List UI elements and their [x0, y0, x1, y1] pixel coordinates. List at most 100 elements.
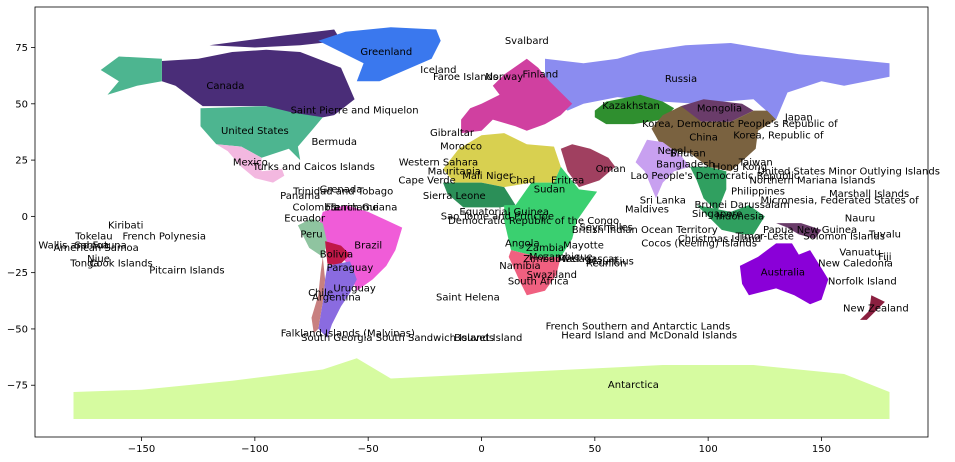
- country-label: Svalbard: [505, 36, 549, 47]
- country-label: Korea, Republic of: [733, 130, 824, 141]
- country-label: Kazakhstan: [602, 101, 660, 112]
- region-bolivia: [325, 241, 350, 266]
- country-label: China: [689, 133, 718, 144]
- country-label: Turks and Caicos Islands: [252, 162, 375, 173]
- region-russia: [545, 43, 890, 120]
- country-labels: Svalbard Greenland Russia Canada IcelandFaro…: [38, 36, 940, 391]
- country-label: Mongolia: [697, 103, 742, 114]
- region-se-asia: [690, 166, 727, 212]
- x-tick-label: 150: [812, 444, 831, 455]
- country-label: Bermuda: [311, 137, 357, 148]
- country-label: Kiribati: [108, 220, 143, 231]
- country-label: Norway: [485, 72, 523, 83]
- region-mexico: [216, 144, 285, 183]
- country-label: Tonga: [69, 259, 99, 270]
- country-label: British Indian Ocean Territory: [572, 225, 718, 236]
- country-label: Tokelau: [74, 232, 112, 243]
- country-label: Sao Tome and Principe: [441, 211, 554, 222]
- country-label: Cocos (Keeling) Islands: [641, 238, 757, 249]
- country-label: Bhutan: [670, 148, 706, 159]
- y-tick-label: −25: [7, 268, 28, 279]
- region-africa-north: [443, 133, 561, 188]
- country-label: Brazil: [354, 241, 382, 252]
- region-united-states: [200, 106, 323, 161]
- x-tick-label: 0: [478, 444, 484, 455]
- country-label: Brunei Darussalam: [694, 200, 789, 211]
- region-kazakhstan: [594, 94, 675, 125]
- country-label: Sri Lanka: [640, 196, 686, 207]
- country-label: Saint Pierre and Miquelon: [291, 106, 419, 117]
- country-label: New Caledonia: [818, 259, 893, 270]
- country-label: Canada: [206, 81, 244, 92]
- country-label: Namibia: [499, 261, 540, 272]
- country-label: Seychelles: [580, 223, 633, 234]
- country-label: Chile: [308, 288, 333, 299]
- region-argentina: [318, 261, 357, 338]
- x-tick-label: −100: [241, 444, 268, 455]
- country-label: Nepal: [657, 146, 686, 157]
- country-label: French Southern and Antarctic Lands: [546, 322, 731, 333]
- region-africa-west: [443, 182, 516, 208]
- country-label: Grenada: [320, 184, 363, 195]
- country-label: Panama: [280, 191, 320, 202]
- country-label: New Zealand: [843, 304, 909, 315]
- land-layer: [73, 27, 890, 419]
- country-label: United States Minor Outlying Islands: [757, 166, 939, 177]
- country-label: Niue: [87, 254, 110, 265]
- country-label: Chad: [509, 175, 535, 186]
- region-greenland: [318, 27, 441, 82]
- country-label: Madagascar: [558, 254, 620, 265]
- country-label: Suriname: [331, 202, 379, 213]
- region-india: [635, 139, 690, 199]
- country-label: Indonesia: [716, 211, 764, 222]
- country-label: Pitcairn Islands: [149, 265, 224, 276]
- country-label: Timor-Leste: [735, 232, 794, 243]
- y-tick-label: 25: [15, 156, 28, 167]
- country-label: Mali: [462, 171, 482, 182]
- x-tick-label: −50: [358, 444, 379, 455]
- country-label: United States: [221, 126, 289, 137]
- country-label: Antarctica: [608, 380, 659, 391]
- region-europe: [461, 58, 573, 134]
- country-label: Trinidad and Tobago: [292, 187, 393, 198]
- region-australia: [739, 243, 829, 305]
- y-tick-label: −50: [7, 324, 28, 335]
- region-united-states: [100, 56, 162, 95]
- region-canada: [161, 49, 355, 122]
- x-tick-label: −150: [128, 444, 155, 455]
- country-label: South Georgia South Sandwich Islands: [301, 333, 494, 344]
- region-mongolia: [776, 223, 822, 239]
- country-label: Niger: [486, 171, 514, 182]
- country-label: Micronesia, Federated States of: [761, 196, 920, 207]
- region-chile: [311, 256, 326, 334]
- country-label: Hong Kong: [713, 162, 767, 173]
- country-label: Northern Mariana Islands: [749, 175, 875, 186]
- region-china: [651, 106, 777, 172]
- country-label: Bolivia: [320, 250, 353, 261]
- country-label: Vanuatu: [839, 247, 880, 258]
- country-label: Paraguay: [327, 263, 374, 274]
- region-africa-central: [504, 166, 598, 257]
- y-tick-label: 50: [15, 99, 28, 110]
- country-label: French Polynesia: [122, 232, 206, 243]
- region-arabia: [560, 144, 616, 188]
- country-label: Norfolk Island: [828, 277, 897, 288]
- country-label: Australia: [761, 268, 805, 279]
- country-label: Saint Helena: [436, 292, 500, 303]
- country-label: American Samoa: [54, 243, 139, 254]
- country-label: Maldives: [625, 205, 669, 216]
- region-new-zealand: [860, 295, 885, 320]
- country-label: Heard Island and McDonald Islands: [561, 331, 737, 342]
- country-label: Marshall Islands: [829, 189, 909, 200]
- country-label: Greenland: [360, 47, 412, 58]
- country-label: Fiji: [878, 252, 891, 263]
- country-label: Wallis and Futuna: [38, 241, 126, 252]
- country-label: Finland: [523, 70, 559, 81]
- country-label: Equatorial Guinea: [459, 207, 549, 218]
- country-label: Iceland: [420, 65, 456, 76]
- region-se-asia: [696, 205, 765, 235]
- country-label: Solomon Islands: [803, 232, 885, 243]
- country-label: Tuvalu: [868, 229, 901, 240]
- country-label: Reunion: [586, 259, 627, 270]
